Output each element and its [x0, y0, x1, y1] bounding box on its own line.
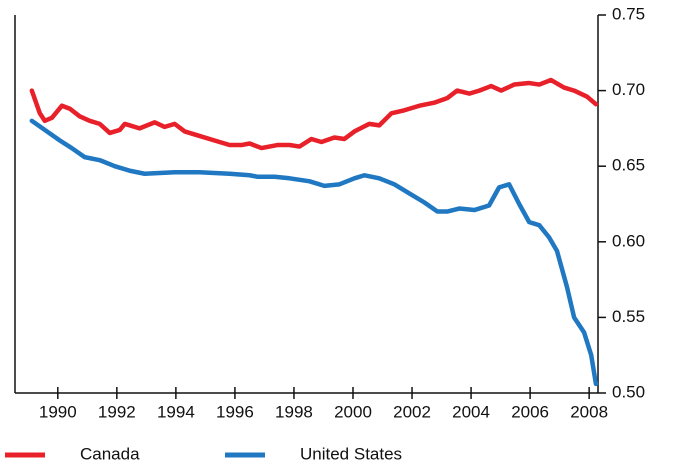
series-line [29, 118, 599, 387]
x-tick-label: 2002 [393, 402, 431, 421]
series-line [29, 77, 599, 151]
x-tick-label: 1990 [39, 402, 77, 421]
y-tick-label: 0.70 [612, 80, 645, 99]
y-tick-label: 0.55 [612, 307, 645, 326]
legend-label: Canada [80, 444, 140, 463]
y-tick-label: 0.75 [612, 4, 645, 23]
x-tick-label: 2008 [570, 402, 608, 421]
x-tick-label: 1992 [98, 402, 136, 421]
x-tick-label: 2006 [511, 402, 549, 421]
y-tick-label: 0.50 [612, 382, 645, 401]
y-tick-label: 0.65 [612, 156, 645, 175]
x-tick-label: 1998 [275, 402, 313, 421]
legend-label: United States [300, 444, 402, 463]
y-tick-label: 0.60 [612, 231, 645, 250]
x-tick-label: 1994 [157, 402, 195, 421]
x-tick-label: 2000 [334, 402, 372, 421]
x-tick-label: 2004 [452, 402, 490, 421]
x-tick-label: 1996 [216, 402, 254, 421]
